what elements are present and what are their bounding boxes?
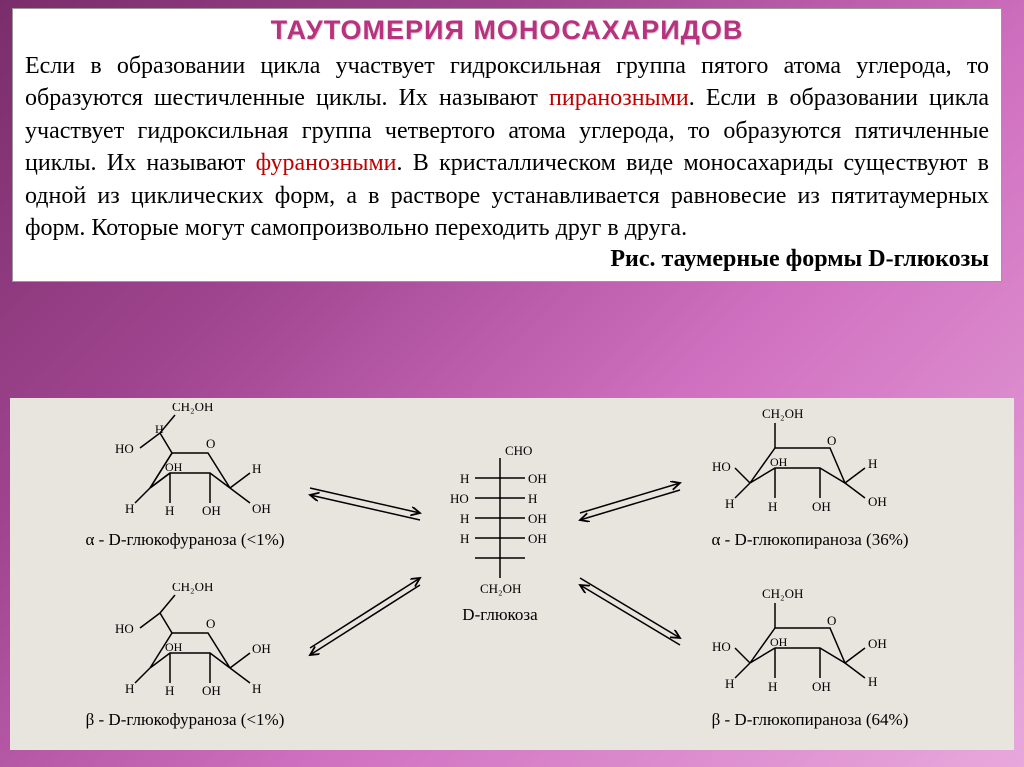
body-paragraph: Если в образовании цикла участвует гидро… bbox=[25, 50, 989, 244]
figure-caption: Рис. таумерные формы D-глюкозы bbox=[25, 246, 989, 273]
tautomer-diagram: O CH₂OH HO H H OH H OH OH H α - D-глюкоф… bbox=[10, 398, 1014, 750]
equilibrium-arrows-icon bbox=[10, 398, 1014, 750]
keyword-furanose: фуранозными bbox=[256, 150, 397, 176]
text-container: ТАУТОМЕРИЯ МОНОСАХАРИДОВ Если в образова… bbox=[12, 8, 1002, 282]
slide: ТАУТОМЕРИЯ МОНОСАХАРИДОВ Если в образова… bbox=[0, 0, 1024, 767]
slide-title: ТАУТОМЕРИЯ МОНОСАХАРИДОВ bbox=[25, 15, 989, 46]
keyword-pyranose: пиранозными bbox=[549, 85, 689, 111]
